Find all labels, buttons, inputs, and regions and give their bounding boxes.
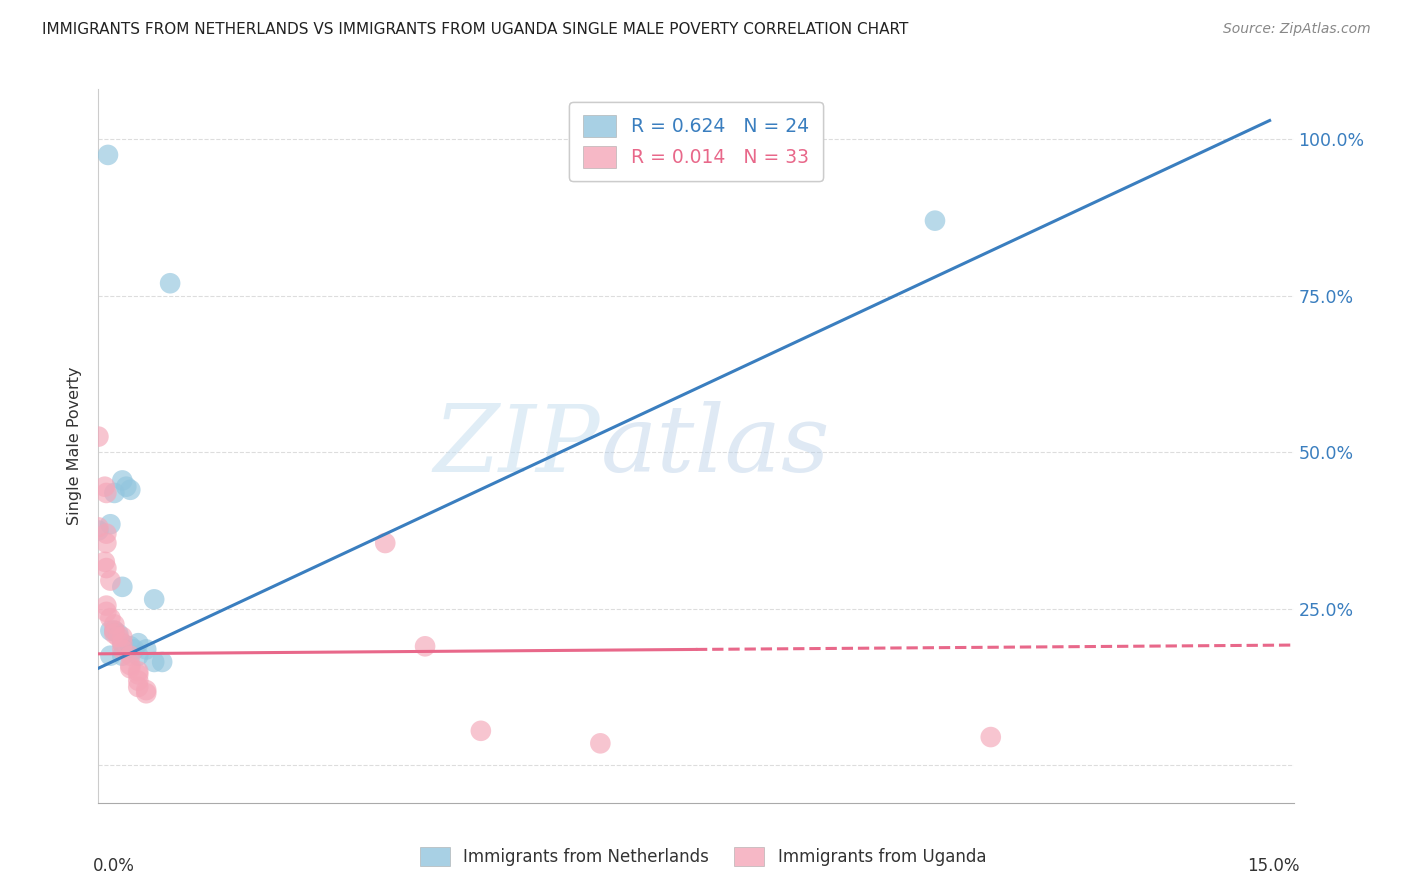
- Point: [127, 673, 149, 688]
- Legend: R = 0.624   N = 24, R = 0.014   N = 33: R = 0.624 N = 24, R = 0.014 N = 33: [569, 103, 823, 181]
- Point: [120, 648, 142, 663]
- Point: [100, 624, 122, 638]
- Point: [96, 486, 118, 500]
- Point: [135, 686, 157, 700]
- Point: [143, 592, 166, 607]
- Point: [94, 480, 117, 494]
- Legend: Immigrants from Netherlands, Immigrants from Uganda: Immigrants from Netherlands, Immigrants …: [412, 838, 994, 875]
- Point: [589, 736, 612, 750]
- Point: [924, 213, 946, 227]
- Point: [111, 642, 134, 657]
- Text: 15.0%: 15.0%: [1247, 856, 1299, 874]
- Text: Source: ZipAtlas.com: Source: ZipAtlas.com: [1223, 22, 1371, 37]
- Point: [100, 648, 122, 663]
- Point: [96, 599, 118, 613]
- Text: 0.0%: 0.0%: [93, 856, 135, 874]
- Point: [94, 555, 117, 569]
- Text: IMMIGRANTS FROM NETHERLANDS VS IMMIGRANTS FROM UGANDA SINGLE MALE POVERTY CORREL: IMMIGRANTS FROM NETHERLANDS VS IMMIGRANT…: [42, 22, 908, 37]
- Point: [127, 680, 149, 694]
- Point: [111, 636, 134, 650]
- Point: [97, 148, 120, 162]
- Point: [103, 486, 125, 500]
- Point: [127, 665, 149, 679]
- Point: [96, 526, 118, 541]
- Point: [374, 536, 396, 550]
- Point: [120, 658, 142, 673]
- Point: [135, 683, 157, 698]
- Point: [150, 655, 173, 669]
- Point: [96, 536, 118, 550]
- Point: [100, 611, 122, 625]
- Point: [107, 627, 129, 641]
- Text: atlas: atlas: [600, 401, 830, 491]
- Point: [159, 277, 181, 291]
- Point: [96, 605, 118, 619]
- Point: [87, 429, 110, 443]
- Point: [103, 624, 125, 638]
- Point: [120, 640, 142, 654]
- Point: [111, 474, 134, 488]
- Point: [127, 667, 149, 681]
- Point: [100, 574, 122, 588]
- Y-axis label: Single Male Poverty: Single Male Poverty: [67, 367, 83, 525]
- Point: [87, 524, 110, 538]
- Point: [115, 480, 138, 494]
- Point: [127, 648, 149, 663]
- Point: [111, 580, 134, 594]
- Point: [470, 723, 492, 738]
- Point: [100, 517, 122, 532]
- Point: [135, 642, 157, 657]
- Point: [107, 630, 129, 644]
- Point: [980, 730, 1002, 744]
- Point: [124, 642, 146, 657]
- Point: [103, 624, 125, 638]
- Point: [111, 648, 134, 663]
- Point: [87, 520, 110, 534]
- Point: [111, 630, 134, 644]
- Point: [127, 636, 149, 650]
- Point: [143, 655, 166, 669]
- Point: [103, 627, 125, 641]
- Point: [413, 640, 436, 654]
- Point: [120, 483, 142, 497]
- Point: [103, 617, 125, 632]
- Point: [120, 661, 142, 675]
- Point: [96, 561, 118, 575]
- Point: [111, 636, 134, 650]
- Text: ZIP: ZIP: [433, 401, 600, 491]
